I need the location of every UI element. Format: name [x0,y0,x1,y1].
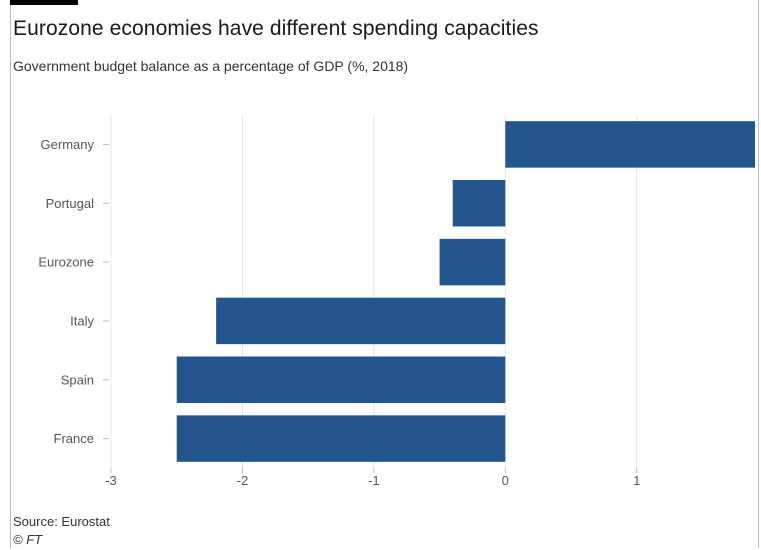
credit-note: © FT [13,532,43,547]
category-label-0: Germany [41,137,95,152]
x-tick-label-3: 0 [502,473,509,488]
source-note: Source: Eurostat [13,514,110,529]
category-label-3: Italy [70,313,94,328]
category-label-2: Eurozone [38,255,94,270]
x-tick-label-2: -1 [368,473,380,488]
x-tick-label-0: -3 [105,473,117,488]
bar-france [176,415,506,462]
bar-spain [176,356,506,403]
brand-top-rule [10,0,78,5]
category-label-4: Spain [61,372,94,387]
category-label-5: France [54,431,94,446]
x-tick-label-1: -2 [237,473,249,488]
category-label-1: Portugal [46,196,95,211]
bar-germany [505,121,755,168]
bar-italy [216,297,506,345]
bar-portugal [452,180,506,227]
chart-title: Eurozone economies have different spendi… [13,17,539,40]
chart-frame [10,0,759,548]
chart-subtitle: Government budget balance as a percentag… [13,58,409,74]
x-tick-label-4: 1 [633,473,640,488]
bar-eurozone [439,238,506,286]
